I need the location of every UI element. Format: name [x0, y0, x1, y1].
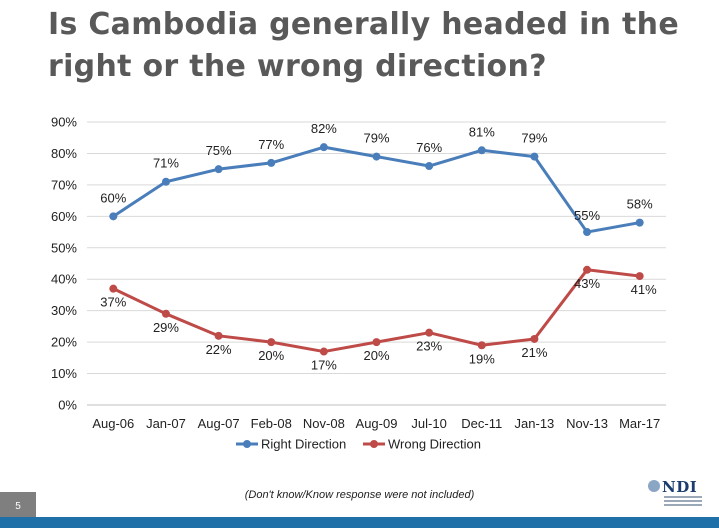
data-point — [267, 158, 276, 167]
x-tick-label: Dec-11 — [461, 416, 502, 431]
data-label: 76% — [416, 140, 442, 155]
data-label: 77% — [258, 137, 284, 152]
data-label: 58% — [627, 197, 653, 212]
data-point — [214, 331, 223, 340]
x-tick-label: Jul-10 — [411, 416, 446, 431]
legend-marker — [243, 440, 251, 448]
y-tick-label: 30% — [51, 303, 77, 318]
y-tick-label: 0% — [58, 398, 77, 413]
data-label: 43% — [574, 276, 600, 291]
globe-icon — [648, 480, 660, 492]
data-point — [635, 218, 644, 227]
data-point — [109, 212, 118, 221]
data-point — [530, 334, 539, 343]
x-tick-label: Nov-13 — [566, 416, 608, 431]
x-tick-label: Jan-13 — [515, 416, 555, 431]
x-tick-label: Aug-09 — [356, 416, 398, 431]
x-tick-label: Aug-07 — [198, 416, 240, 431]
y-tick-label: 50% — [51, 240, 77, 255]
data-label: 55% — [574, 208, 600, 223]
data-label: 82% — [311, 121, 337, 136]
ndi-logo-text: NDI — [662, 478, 698, 496]
data-point — [583, 228, 592, 237]
x-tick-label: Aug-06 — [92, 416, 134, 431]
data-label: 21% — [521, 345, 547, 360]
data-label: 23% — [416, 339, 442, 354]
y-tick-label: 20% — [51, 335, 77, 350]
data-label: 41% — [631, 282, 657, 297]
data-label: 17% — [311, 358, 337, 373]
data-label: 79% — [521, 131, 547, 146]
data-point — [161, 177, 170, 186]
legend-label: Wrong Direction — [388, 437, 481, 452]
data-point — [477, 146, 486, 155]
data-point — [425, 162, 434, 171]
y-tick-label: 40% — [51, 272, 77, 287]
data-label: 71% — [153, 156, 179, 171]
data-point — [530, 152, 539, 161]
data-label: 81% — [469, 124, 495, 139]
x-tick-label: Nov-08 — [303, 416, 345, 431]
bottom-bar — [0, 517, 719, 528]
legend-marker — [370, 440, 378, 448]
data-label: 37% — [100, 295, 126, 310]
data-label: 60% — [100, 190, 126, 205]
y-tick-label: 80% — [51, 146, 77, 161]
ndi-logo: NDI — [648, 478, 706, 510]
data-label: 79% — [363, 131, 389, 146]
data-point — [372, 152, 381, 161]
y-tick-label: 60% — [51, 209, 77, 224]
x-tick-label: Mar-17 — [619, 416, 660, 431]
data-point — [477, 341, 486, 350]
data-point — [319, 143, 328, 152]
data-point — [161, 309, 170, 318]
data-point — [319, 347, 328, 356]
x-tick-label: Feb-08 — [251, 416, 292, 431]
x-tick-label: Jan-07 — [146, 416, 186, 431]
data-label: 22% — [206, 342, 232, 357]
y-tick-label: 70% — [51, 177, 77, 192]
data-label: 20% — [258, 348, 284, 363]
data-label: 75% — [206, 143, 232, 158]
y-tick-label: 10% — [51, 366, 77, 381]
data-label: 20% — [363, 348, 389, 363]
legend-label: Right Direction — [261, 437, 346, 452]
data-label: 19% — [469, 351, 495, 366]
y-tick-label: 90% — [51, 115, 77, 130]
data-point — [425, 328, 434, 337]
data-point — [583, 265, 592, 274]
footnote: (Don't know/Know response were not inclu… — [244, 489, 475, 501]
data-point — [635, 272, 644, 281]
page-number: 5 — [0, 492, 36, 521]
data-label: 29% — [153, 320, 179, 335]
logo-subtext-lines — [664, 496, 702, 508]
slide-title: Is Cambodia generally headed in the righ… — [48, 7, 679, 84]
data-point — [372, 338, 381, 347]
data-point — [267, 338, 276, 347]
data-point — [109, 284, 118, 293]
data-point — [214, 165, 223, 174]
